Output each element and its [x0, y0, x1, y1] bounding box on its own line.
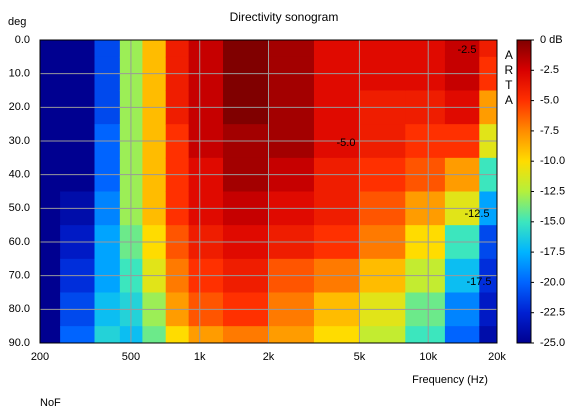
heatmap-cell	[405, 40, 446, 58]
contour-label: -17.5	[466, 276, 491, 288]
x-tick-label: 2k	[263, 351, 275, 363]
heatmap-cell	[188, 40, 224, 58]
y-tick-label: 0.0	[15, 34, 30, 46]
heatmap-cell	[444, 40, 480, 58]
contour-label: -12.5	[464, 208, 489, 220]
heatmap-cell	[60, 326, 96, 344]
y-tick-label: 60.0	[9, 236, 30, 248]
heatmap-cell	[165, 40, 190, 58]
heatmap-cell	[268, 40, 315, 58]
colorbar-tick-label: -5.0	[540, 95, 559, 107]
colorbar-tick-label: -15.0	[540, 216, 565, 228]
x-axis-label: Frequency (Hz)	[412, 374, 488, 386]
x-tick-label: 200	[31, 351, 49, 363]
colorbar-tick-label: -7.5	[540, 125, 559, 137]
plot-frame	[39, 39, 498, 344]
y-tick-label: 30.0	[9, 135, 30, 147]
watermark: ARTA	[502, 48, 516, 108]
y-tick-label: 10.0	[9, 68, 30, 80]
colorbar-tick-label: -22.5	[540, 307, 565, 319]
heatmap-cell	[142, 326, 167, 344]
colorbar-tick-label: -17.5	[540, 246, 565, 258]
footer: NoF	[40, 397, 61, 408]
colorbar-tick-label: -12.5	[540, 185, 565, 197]
heatmap-cell	[188, 326, 224, 344]
heatmap-cell	[223, 326, 269, 344]
x-tick-label: 500	[122, 351, 140, 363]
colorbar-tick-label: -20.0	[540, 276, 565, 288]
y-axis-label: deg	[8, 16, 26, 28]
colorbar-tick-label: 0 dB	[540, 34, 563, 46]
heatmap-cell	[165, 326, 190, 344]
heatmap-cell	[94, 326, 121, 344]
contour-label: -5.0	[337, 137, 356, 149]
colorbar-tick-label: -2.5	[540, 64, 559, 76]
heatmap-cell	[268, 326, 315, 344]
heatmap-cell	[444, 326, 480, 344]
colorbar-tick-label: -10.0	[540, 155, 565, 167]
chart-title: Directivity sonogram	[230, 10, 339, 24]
contour-label: -2.5	[458, 44, 477, 56]
heatmap-cell	[405, 326, 446, 344]
heatmap-cell	[223, 40, 269, 58]
colorbar-tick-label: -25.0	[540, 337, 565, 349]
heatmap-cell	[359, 40, 406, 58]
x-tick-label: 5k	[354, 351, 366, 363]
y-tick-label: 40.0	[9, 169, 30, 181]
heatmap-cell	[40, 326, 61, 344]
heatmap-cell	[313, 326, 361, 344]
heatmap-cell	[479, 326, 498, 344]
heatmap-cell	[60, 40, 96, 58]
x-tick-label: 20k	[488, 351, 506, 363]
heatmap-cell	[479, 40, 498, 58]
x-tick-label: 1k	[194, 351, 206, 363]
heatmap-cell	[142, 40, 167, 58]
heatmap-cell	[40, 40, 61, 58]
y-tick-label: 70.0	[9, 270, 30, 282]
heatmap-cell	[313, 40, 361, 58]
colorbar	[516, 39, 532, 344]
x-tick-label: 10k	[419, 351, 437, 363]
heatmap-cell	[359, 326, 406, 344]
y-tick-label: 20.0	[9, 101, 30, 113]
y-tick-label: 90.0	[9, 337, 30, 349]
y-tick-label: 50.0	[9, 202, 30, 214]
heatmap-cell	[94, 40, 121, 58]
y-tick-label: 80.0	[9, 303, 30, 315]
